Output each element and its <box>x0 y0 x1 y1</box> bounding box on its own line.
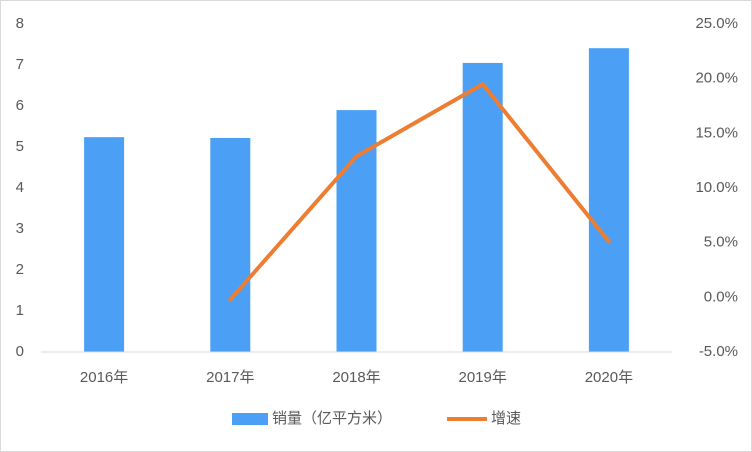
bar <box>462 62 503 352</box>
y-tick-label: 3 <box>16 220 24 237</box>
legend-label: 增速 <box>491 410 521 427</box>
line-series <box>228 82 611 302</box>
x-tick-label: 2016年 <box>80 369 128 386</box>
legend-swatch <box>232 413 268 425</box>
y2-tick-label: 25.0% <box>695 15 738 32</box>
bar <box>84 137 125 352</box>
y2-tick-label: 0.0% <box>704 288 738 305</box>
y2-tick-label: 10.0% <box>695 179 738 196</box>
x-tick-label: 2020年 <box>585 369 633 386</box>
bar <box>588 48 629 352</box>
y-tick-label: 7 <box>16 56 24 73</box>
y2-tick-label: 5.0% <box>704 234 738 251</box>
y-tick-label: 6 <box>16 97 24 114</box>
x-tick-label: 2017年 <box>206 369 254 386</box>
x-tick-label: 2018年 <box>332 369 380 386</box>
y-tick-label: 1 <box>16 302 24 319</box>
y2-tick-label: -5.0% <box>699 343 738 360</box>
y-tick-label: 0 <box>16 343 24 360</box>
y2-tick-label: 20.0% <box>695 70 738 87</box>
bar <box>210 137 251 352</box>
x-tick-label: 2019年 <box>459 369 507 386</box>
y2-tick-label: 15.0% <box>695 124 738 141</box>
y-tick-label: 8 <box>16 15 24 32</box>
y-tick-label: 5 <box>16 138 24 155</box>
y-tick-label: 4 <box>16 179 24 196</box>
legend-label: 销量（亿平方米） <box>272 410 392 427</box>
y-tick-label: 2 <box>16 261 24 278</box>
